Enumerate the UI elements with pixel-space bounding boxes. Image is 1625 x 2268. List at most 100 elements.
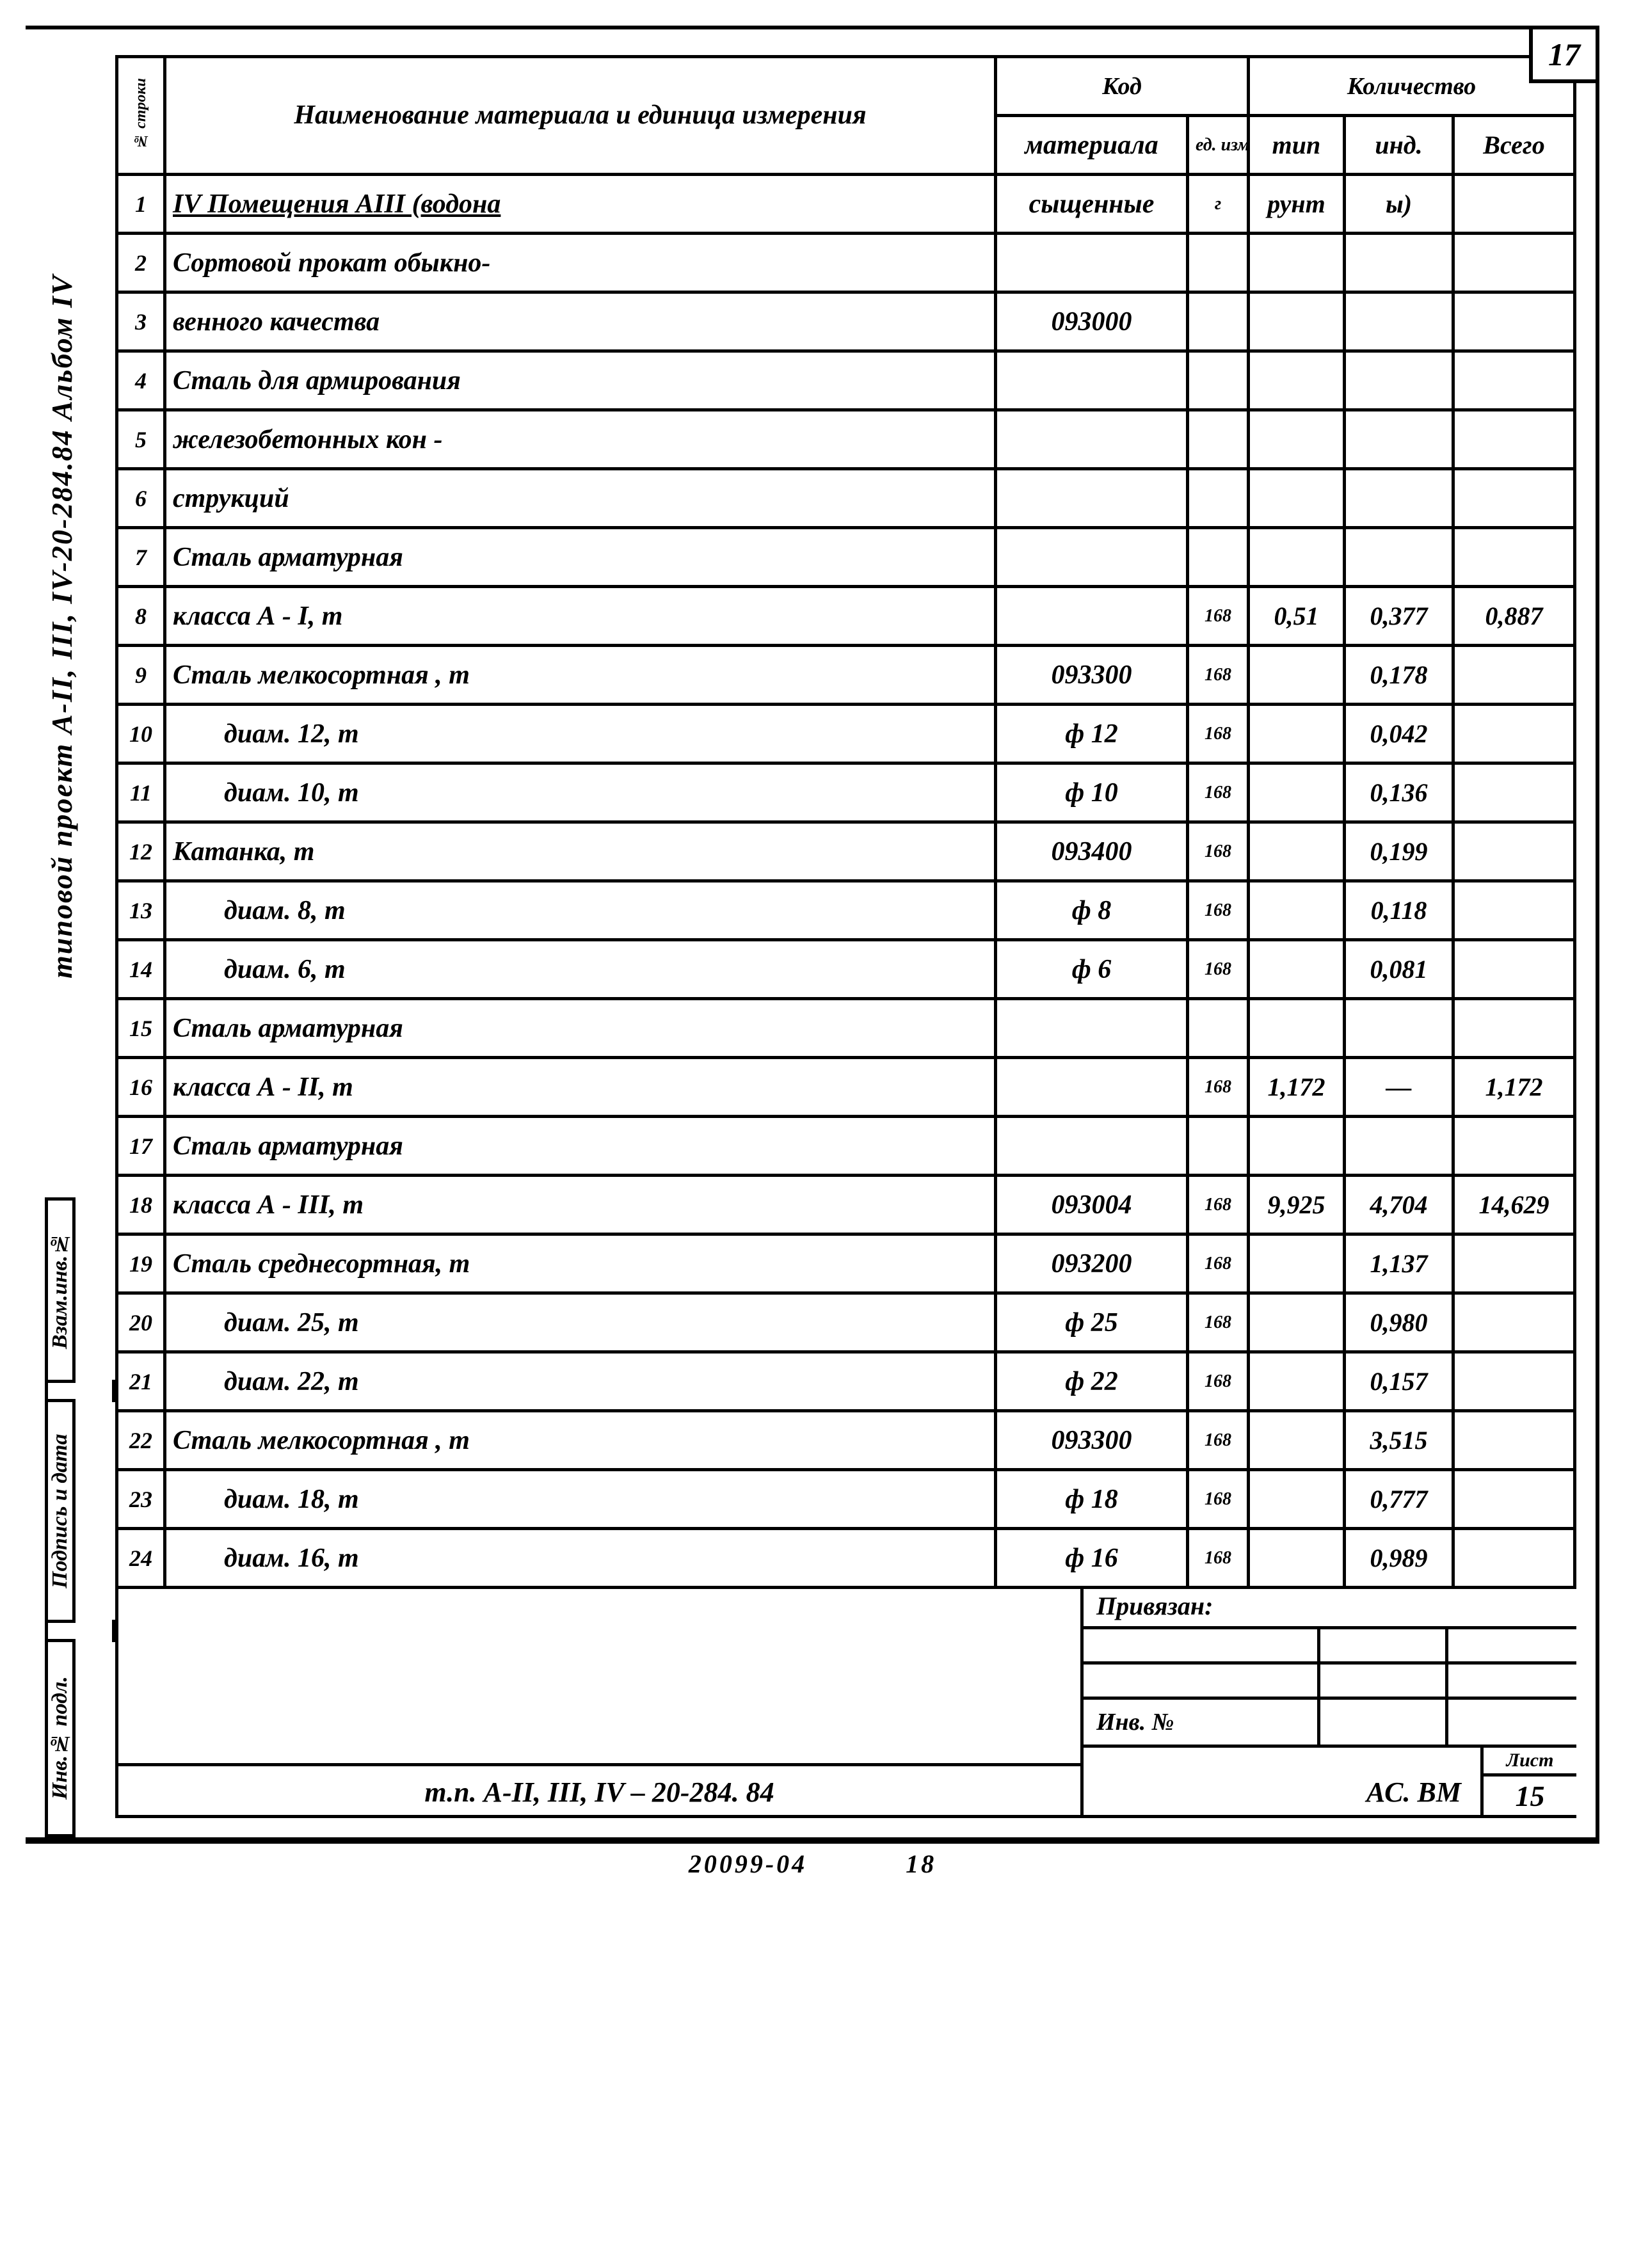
priv-grid-2: [1084, 1665, 1576, 1700]
cell: 168: [1187, 1234, 1248, 1293]
table-row: 18класса А - III, т0930041689,9254,70414…: [117, 1176, 1575, 1234]
cell: 168: [1187, 587, 1248, 646]
cell: 168: [1187, 1470, 1248, 1529]
table-row: 19Сталь среднесортная, т0932001681,137: [117, 1234, 1575, 1293]
cell: 5: [117, 410, 165, 469]
cell: 20: [117, 1293, 165, 1352]
list-box: Лист 15: [1484, 1748, 1576, 1815]
cell: [1453, 763, 1574, 822]
cell: [1187, 351, 1248, 410]
cell: 0,178: [1344, 646, 1453, 705]
cell: сыщенные: [995, 175, 1187, 234]
cell: рунт: [1248, 175, 1344, 234]
cell: [995, 1117, 1187, 1176]
table-row: 22Сталь мелкосортная , т0933001683,515: [117, 1411, 1575, 1470]
cell: [1453, 234, 1574, 292]
cell: Сталь арматурная: [165, 528, 996, 587]
cell: [1453, 469, 1574, 528]
cell: [1248, 528, 1344, 587]
footer-left: т.п. А-II, III, IV – 20-284. 84: [118, 1586, 1084, 1815]
cell: [1453, 1352, 1574, 1411]
cell: [995, 410, 1187, 469]
stamp-stack: Взам.инв.№ Подпись и дата Инв.№ подл.: [45, 1197, 115, 1837]
cell: [1453, 881, 1574, 940]
hdr-row: № строки: [117, 57, 165, 175]
cell: 2: [117, 234, 165, 292]
cell: [1453, 528, 1574, 587]
cell: диам. 16, т: [165, 1529, 996, 1588]
cell: 168: [1187, 646, 1248, 705]
cell: [1344, 234, 1453, 292]
cell: [995, 999, 1187, 1058]
cell: 168: [1187, 1411, 1248, 1470]
stamp-vzam: Взам.инв.№: [45, 1197, 76, 1383]
cell: 093000: [995, 292, 1187, 351]
cell: [995, 351, 1187, 410]
cell: [1453, 1411, 1574, 1470]
cell: диам. 22, т: [165, 1352, 996, 1411]
cell: 0,51: [1248, 587, 1344, 646]
cell: ф 12: [995, 705, 1187, 763]
cell: 093400: [995, 822, 1187, 881]
cell: ф 16: [995, 1529, 1187, 1588]
table-row: 7Сталь арматурная: [117, 528, 1575, 587]
cell: 16: [117, 1058, 165, 1117]
cell: класса А - II, т: [165, 1058, 996, 1117]
hdr-tip: тип: [1248, 116, 1344, 175]
table-row: 1IV Помещения АIII (водонасыщенныегрунты…: [117, 175, 1575, 234]
inv-label: Инв. №: [1084, 1700, 1320, 1745]
table-row: 16класса А - II, т1681,172—1,172: [117, 1058, 1575, 1117]
table-row: 15Сталь арматурная: [117, 999, 1575, 1058]
table-row: 13диам. 8, тф 81680,118: [117, 881, 1575, 940]
priv-label: Привязан:: [1084, 1586, 1576, 1629]
cell: 0,199: [1344, 822, 1453, 881]
cell: 168: [1187, 822, 1248, 881]
cell: [1453, 1234, 1574, 1293]
cell: [1187, 1117, 1248, 1176]
cell: [1453, 705, 1574, 763]
cell: [1248, 351, 1344, 410]
table-row: 24диам. 16, тф 161680,989: [117, 1529, 1575, 1588]
cell: Сталь мелкосортная , т: [165, 646, 996, 705]
cell: 14: [117, 940, 165, 999]
footer-title: т.п. А-II, III, IV – 20-284. 84: [118, 1763, 1080, 1809]
cell: [1248, 881, 1344, 940]
cell: [1248, 940, 1344, 999]
cell: 093300: [995, 646, 1187, 705]
cell: [1248, 1411, 1344, 1470]
cell: [995, 528, 1187, 587]
inv-row: Инв. №: [1084, 1700, 1576, 1745]
cell: 18: [117, 1176, 165, 1234]
cell: Сортовой прокат обыкно-: [165, 234, 996, 292]
cell: 0,157: [1344, 1352, 1453, 1411]
table-row: 9Сталь мелкосортная , т093300168 0,178: [117, 646, 1575, 705]
hdr-mat: материала: [995, 116, 1187, 175]
acbm-label: АС. ВМ: [1084, 1748, 1484, 1815]
cell: [1187, 234, 1248, 292]
cell: [1344, 410, 1453, 469]
cell: 9: [117, 646, 165, 705]
cell: 15: [117, 999, 165, 1058]
cell: ф 10: [995, 763, 1187, 822]
table-row: 10диам. 12, тф 121680,042: [117, 705, 1575, 763]
table-row: 5железобетонных кон -: [117, 410, 1575, 469]
cell: [1248, 410, 1344, 469]
cell: Сталь среднесортная, т: [165, 1234, 996, 1293]
stamp-inv: Инв.№ подл.: [45, 1639, 76, 1837]
cell: диам. 12, т: [165, 705, 996, 763]
cell: 1,172: [1453, 1058, 1574, 1117]
hdr-ind: инд.: [1344, 116, 1453, 175]
cell: 168: [1187, 1352, 1248, 1411]
cell: диам. 10, т: [165, 763, 996, 822]
cell: 21: [117, 1352, 165, 1411]
cell: [1187, 528, 1248, 587]
materials-table: № строки Наименование материала и единиц…: [115, 55, 1576, 1589]
table-row: 20диам. 25, тф 251680,980: [117, 1293, 1575, 1352]
cell: 7: [117, 528, 165, 587]
cell: 1,137: [1344, 1234, 1453, 1293]
hdr-name: Наименование материала и единица измерен…: [165, 57, 996, 175]
cell: 17: [117, 1117, 165, 1176]
cell: железобетонных кон -: [165, 410, 996, 469]
cell: диам. 25, т: [165, 1293, 996, 1352]
cell: 4: [117, 351, 165, 410]
